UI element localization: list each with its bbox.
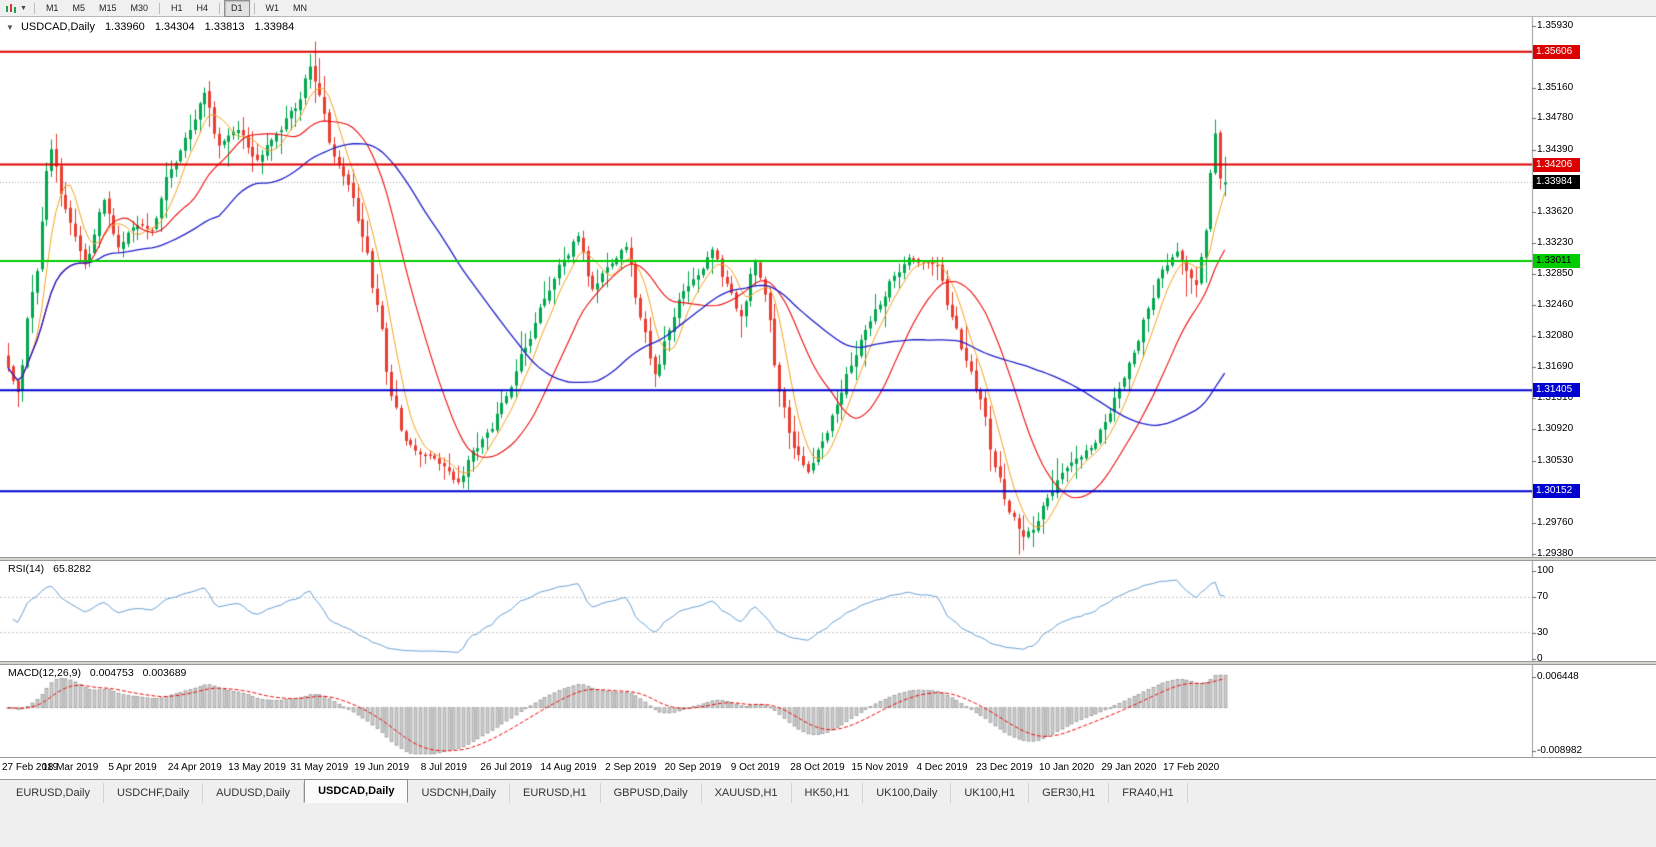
date-axis-label: 18 Mar 2019 (42, 762, 99, 773)
date-axis-label: 27 Feb 2019 (2, 762, 59, 773)
macd-signal-value: 0.003689 (142, 667, 187, 679)
timeframe-buttons: M1 M5 M15 M30 H1 H4 D1 W1 MN (39, 0, 314, 17)
price-axis-tick: 1.34390 (1537, 143, 1574, 155)
price-axis-tick: 1.34780 (1537, 112, 1574, 124)
chart-tabs: EURUSD,Daily USDCHF,Daily AUDUSD,Daily USDC… (0, 779, 1656, 803)
tab-hk50-h1[interactable]: HK50,H1 (792, 783, 864, 803)
timeframe-button-w1[interactable]: W1 (265, 2, 280, 13)
tab-ger30-h1[interactable]: GER30,H1 (1029, 783, 1110, 803)
chart-type-button[interactable]: ▼ (0, 1, 30, 15)
hline-price-label: 1.31405 (1533, 383, 1580, 398)
price-axis-tick: 1.35160 (1537, 81, 1574, 93)
date-axis-label: 2 Sep 2019 (605, 762, 657, 773)
tab-usdcad-daily[interactable]: USDCAD,Daily (304, 779, 409, 803)
current-price-label: 1.33984 (1533, 175, 1580, 190)
date-axis-label: 14 Aug 2019 (540, 762, 597, 773)
hline-price-label: 1.33011 (1533, 253, 1580, 268)
price-axis-tick: 1.35930 (1537, 19, 1574, 31)
panel-divider[interactable] (0, 661, 1656, 665)
tab-audusd-daily[interactable]: AUDUSD,Daily (203, 783, 305, 803)
date-axis-label: 15 Nov 2019 (851, 762, 909, 773)
macd-title: MACD(12,26,9) (8, 667, 81, 679)
hline-price-label: 1.35606 (1533, 44, 1580, 59)
rsi-axis-tick: 70 (1537, 591, 1549, 603)
timeframe-button-h1[interactable]: H1 (171, 2, 183, 13)
toolbar: ▼ M1 M5 M15 M30 H1 H4 D1 W1 MN (0, 0, 1656, 17)
price-axis-tick: 1.30920 (1537, 423, 1574, 435)
rsi-axis-tick: 30 (1537, 626, 1549, 638)
toolbar-separator (253, 2, 255, 14)
hline-price-label: 1.30152 (1533, 484, 1580, 499)
chart-marker-icon: ▼ (6, 23, 14, 32)
candlestick-chart-icon (6, 3, 16, 13)
price-axis-tick: 1.29760 (1537, 516, 1574, 528)
price-axis-tick: 1.32460 (1537, 299, 1574, 311)
date-axis-label: 13 May 2019 (228, 762, 286, 773)
high-value: 1.34304 (154, 21, 195, 33)
date-axis-label: 26 Jul 2019 (480, 762, 533, 773)
date-axis-label: 28 Oct 2019 (790, 762, 845, 773)
low-value: 1.33813 (204, 21, 245, 33)
price-axis-tick: 1.32850 (1537, 267, 1574, 279)
timeframe-button-h4[interactable]: H4 (196, 2, 209, 13)
open-value: 1.33960 (105, 21, 145, 33)
date-axis-label: 24 Apr 2019 (167, 762, 222, 773)
date-axis-label: 20 Sep 2019 (664, 762, 722, 773)
price-axis-tick: 1.29380 (1537, 547, 1574, 559)
tab-fra40-h1[interactable]: FRA40,H1 (1109, 783, 1188, 803)
date-axis-label: 5 Apr 2019 (108, 762, 157, 773)
date-axis-label: 17 Feb 2020 (1163, 762, 1220, 773)
macd-header: MACD(12,26,9) 0.004753 0.003689 (8, 667, 186, 679)
date-axis (0, 757, 1656, 780)
tab-usdcnh-daily[interactable]: USDCNH,Daily (408, 783, 511, 803)
rsi-header: RSI(14) 65.8282 (8, 563, 91, 575)
timeframe-button-mn[interactable]: MN (293, 2, 308, 13)
tab-eurusd-daily[interactable]: EURUSD,Daily (3, 783, 104, 803)
timeframe-button-m15[interactable]: M15 (98, 2, 117, 13)
tab-uk100-daily[interactable]: UK100,Daily (863, 783, 952, 803)
timeframe-button-d1[interactable]: D1 (224, 0, 250, 17)
date-axis-label: 31 May 2019 (290, 762, 349, 773)
date-axis-label: 19 Jun 2019 (354, 762, 410, 773)
timeframe-button-m5[interactable]: M5 (72, 2, 85, 13)
close-value: 1.33984 (254, 21, 295, 33)
timeframe-button-m1[interactable]: M1 (45, 2, 59, 13)
date-axis-label: 10 Jan 2020 (1039, 762, 1095, 773)
tab-usdchf-daily[interactable]: USDCHF,Daily (104, 783, 204, 803)
price-axis-tick: 1.31310 (1537, 391, 1574, 403)
price-axis-tick: 1.33620 (1537, 205, 1574, 217)
chart-tab-bar: EURUSD,Daily USDCHF,Daily AUDUSD,Daily USDC… (0, 779, 1656, 847)
rsi-title: RSI(14) (8, 563, 45, 575)
price-axis-tick: 1.30530 (1537, 454, 1574, 466)
symbol-title: USDCAD,Daily (20, 21, 95, 33)
price-axis-tick: 1.31690 (1537, 361, 1574, 373)
rsi-value: 65.8282 (53, 563, 92, 575)
macd-axis-tick: 0.006448 (1537, 671, 1579, 682)
panel-divider[interactable] (0, 557, 1656, 561)
tab-uk100-h1[interactable]: UK100,H1 (951, 783, 1030, 803)
macd-main-value: 0.004753 (89, 667, 134, 679)
price-axis-tick: 1.32080 (1537, 329, 1574, 341)
rsi-axis-tick: 100 (1537, 565, 1554, 576)
macd-axis-tick: -0.008982 (1537, 744, 1583, 756)
caret-down-icon: ▼ (20, 4, 27, 12)
chart-header: ▼ USDCAD,Daily 1.33960 1.34304 1.33813 1… (6, 21, 294, 33)
date-axis-label: 23 Dec 2019 (975, 762, 1033, 773)
tab-gbpusd-daily[interactable]: GBPUSD,Daily (601, 783, 702, 803)
timeframe-button-m30[interactable]: M30 (130, 2, 148, 13)
date-axis-label: 29 Jan 2020 (1101, 762, 1157, 773)
tab-eurusd-h1[interactable]: EURUSD,H1 (510, 783, 601, 803)
hline-price-label: 1.34206 (1533, 157, 1580, 172)
date-axis-label: 4 Dec 2019 (916, 762, 968, 773)
toolbar-separator (33, 2, 35, 14)
toolbar-separator (219, 2, 221, 14)
toolbar-separator (159, 2, 160, 14)
date-axis-label: 8 Jul 2019 (420, 762, 467, 773)
price-axis-tick: 1.33230 (1537, 237, 1574, 249)
tab-xauusd-h1[interactable]: XAUUSD,H1 (702, 783, 792, 803)
rsi-axis-tick: 0 (1537, 653, 1543, 664)
date-axis-label: 9 Oct 2019 (730, 762, 780, 773)
